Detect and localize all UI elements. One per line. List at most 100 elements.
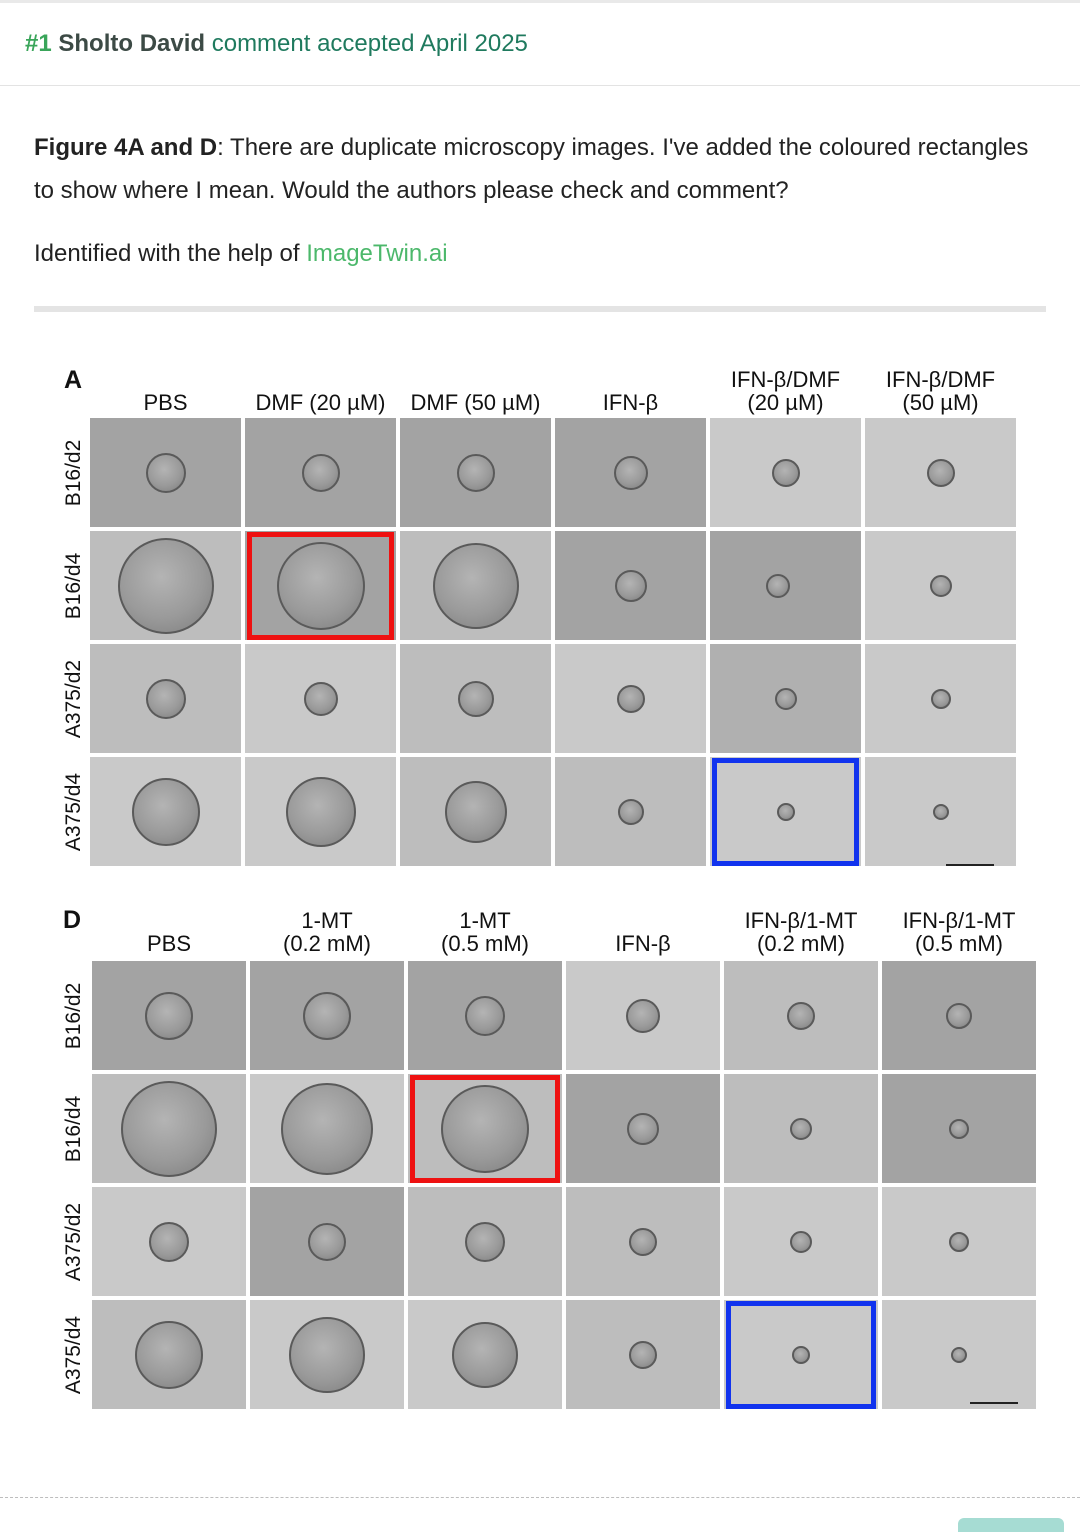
panel-d-row-label: B16/d4 [62, 1095, 85, 1162]
microscopy-image[interactable] [92, 1187, 246, 1296]
comment-body: Figure 4A and D: There are duplicate mic… [34, 126, 1044, 212]
microscopy-image[interactable] [882, 1187, 1036, 1296]
comment-header: #1 Sholto David comment accepted April 2… [0, 3, 1080, 86]
identified-prefix: Identified with the help of [34, 240, 307, 267]
microscopy-image[interactable] [400, 644, 551, 753]
microscopy-image[interactable] [90, 531, 241, 640]
microscopy-image[interactable] [245, 418, 396, 527]
cell-spheroid [117, 537, 214, 634]
microscopy-image[interactable] [555, 757, 706, 866]
microscopy-image[interactable] [90, 418, 241, 527]
microscopy-image[interactable] [865, 644, 1016, 753]
cell-spheroid [629, 1340, 657, 1369]
cell-spheroid [145, 452, 186, 493]
microscopy-image[interactable] [90, 757, 241, 866]
microscopy-image[interactable] [555, 644, 706, 753]
comment-header-line: #1 Sholto David comment accepted April 2… [25, 30, 528, 58]
microscopy-image[interactable] [865, 418, 1016, 527]
microscopy-image[interactable] [408, 1300, 562, 1409]
comment-text: : There are duplicate microscopy images.… [34, 134, 1029, 204]
microscopy-image[interactable] [245, 531, 396, 640]
cell-spheroid [629, 1227, 657, 1256]
microscopy-image[interactable] [566, 1074, 720, 1183]
cell-spheroid [145, 991, 193, 1040]
panel-a-row-label: B16/d4 [62, 552, 85, 619]
cell-spheroid [432, 542, 519, 629]
microscopy-image[interactable] [724, 1074, 878, 1183]
panel-a-column-label: IFN-β [602, 390, 659, 415]
microscopy-image[interactable] [710, 418, 861, 527]
microscopy-image[interactable] [408, 1074, 562, 1183]
cell-spheroid [131, 777, 200, 846]
microscopy-image[interactable] [245, 757, 396, 866]
cell-spheroid [285, 776, 356, 847]
microscopy-image[interactable] [90, 644, 241, 753]
microscopy-image[interactable] [555, 531, 706, 640]
microscopy-image[interactable] [92, 961, 246, 1070]
panel-d-letter: D [63, 906, 82, 934]
microscopy-image[interactable] [882, 961, 1036, 1070]
microscopy-image[interactable] [566, 961, 720, 1070]
scale-bar [946, 864, 994, 866]
microscopy-image[interactable] [566, 1187, 720, 1296]
microscopy-image[interactable] [724, 1300, 878, 1409]
microscopy-image[interactable] [710, 757, 861, 866]
microscopy-image[interactable] [250, 1074, 404, 1183]
microscopy-image[interactable] [882, 1074, 1036, 1183]
comment-number[interactable]: #1 [25, 30, 52, 57]
panel-d-column-label: PBS [146, 931, 192, 956]
figure-reference: Figure 4A and D [34, 134, 218, 161]
cell-spheroid [121, 1080, 217, 1177]
microscopy-image[interactable] [400, 531, 551, 640]
cell-spheroid [774, 687, 797, 710]
cell-spheroid [951, 1346, 967, 1363]
cell-spheroid [776, 802, 795, 821]
comment-author[interactable]: Sholto David [58, 30, 206, 57]
microscopy-image[interactable] [250, 1300, 404, 1409]
cell-spheroid [289, 1316, 365, 1393]
microscopy-image[interactable] [882, 1300, 1036, 1409]
microscopy-image[interactable] [92, 1074, 246, 1183]
cell-spheroid [308, 1222, 346, 1261]
panel-d-column-label: IFN-β/1-MT (0.2 mM) [744, 908, 858, 956]
panel-d-column-label: 1-MT (0.5 mM) [441, 908, 529, 956]
panel-d-column-label: IFN-β [615, 931, 671, 956]
identified-with: Identified with the help of ImageTwin.ai [34, 240, 448, 268]
cell-spheroid [946, 1002, 972, 1029]
microscopy-image[interactable] [710, 644, 861, 753]
panel-a-column-label: DMF (50 µM) [410, 390, 541, 415]
microscopy-image[interactable] [250, 1187, 404, 1296]
microscopy-image[interactable] [865, 531, 1016, 640]
comment-status: comment accepted April 2025 [211, 30, 528, 57]
microscopy-image[interactable] [724, 961, 878, 1070]
panel-d-column-label: IFN-β/1-MT (0.5 mM) [902, 908, 1016, 956]
microscopy-image[interactable] [408, 1187, 562, 1296]
cell-spheroid [441, 1084, 529, 1173]
cell-spheroid [303, 681, 338, 716]
microscopy-image[interactable] [724, 1187, 878, 1296]
microscopy-image[interactable] [92, 1300, 246, 1409]
microscopy-image[interactable] [250, 961, 404, 1070]
action-button[interactable] [958, 1518, 1064, 1532]
imagetwin-link[interactable]: ImageTwin.ai [306, 240, 448, 267]
microscopy-image[interactable] [400, 757, 551, 866]
microscopy-image[interactable] [555, 418, 706, 527]
panel-d-column-label: 1-MT (0.2 mM) [283, 908, 371, 956]
microscopy-image[interactable] [408, 961, 562, 1070]
cell-spheroid [626, 998, 660, 1033]
cell-spheroid [627, 1112, 659, 1145]
cell-spheroid [135, 1320, 203, 1389]
cell-spheroid [444, 780, 507, 843]
cell-spheroid [301, 453, 340, 492]
cell-spheroid [949, 1231, 969, 1252]
panel-a-column-label: IFN-β/DMF (20 µM) [730, 367, 841, 415]
microscopy-image[interactable] [400, 418, 551, 527]
microscopy-image[interactable] [865, 757, 1016, 866]
cell-spheroid [145, 678, 186, 719]
microscopy-image[interactable] [566, 1300, 720, 1409]
microscopy-image[interactable] [710, 531, 861, 640]
cell-spheroid [926, 458, 955, 487]
microscopy-image[interactable] [245, 644, 396, 753]
cell-spheroid [790, 1117, 812, 1140]
scale-bar [970, 1402, 1018, 1404]
